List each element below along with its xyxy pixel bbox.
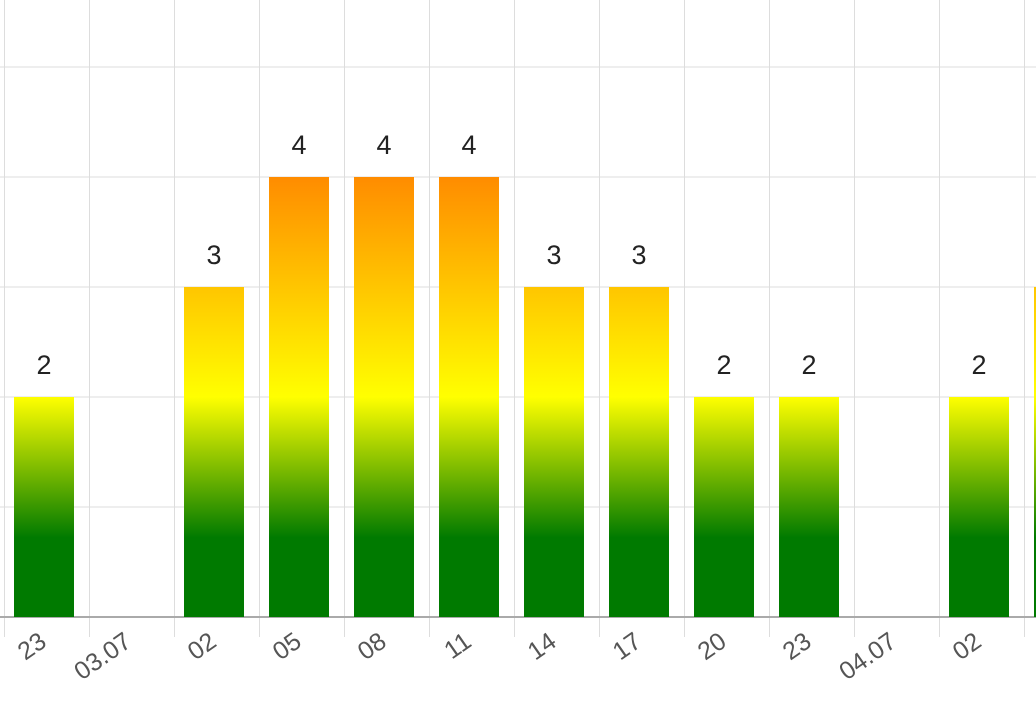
value-label: 2 bbox=[716, 350, 731, 380]
value-label: 4 bbox=[291, 130, 306, 160]
value-label: 2 bbox=[801, 350, 816, 380]
x-tick-label: 23 bbox=[778, 627, 817, 666]
value-label: 3 bbox=[206, 240, 221, 270]
value-label: 4 bbox=[461, 130, 476, 160]
bar bbox=[184, 287, 244, 617]
x-tick-label: 02 bbox=[183, 627, 222, 666]
value-label: 4 bbox=[376, 130, 391, 160]
bar bbox=[609, 287, 669, 617]
x-tick-label: 04.07 bbox=[834, 627, 901, 686]
bar bbox=[354, 177, 414, 617]
x-tick-label: 11 bbox=[439, 627, 476, 665]
bar bbox=[694, 397, 754, 617]
bar bbox=[269, 177, 329, 617]
x-tick-label: 14 bbox=[523, 627, 562, 666]
x-tick-label: 20 bbox=[693, 627, 732, 666]
x-tick-label: 03.07 bbox=[69, 627, 136, 686]
bar bbox=[524, 287, 584, 617]
value-label: 3 bbox=[631, 240, 646, 270]
x-tick-label: 17 bbox=[608, 627, 647, 666]
x-tick-label: 05 bbox=[1033, 627, 1036, 666]
bar bbox=[14, 397, 74, 617]
x-tick-label: 08 bbox=[353, 627, 392, 666]
value-label: 3 bbox=[546, 240, 561, 270]
bar bbox=[1034, 287, 1036, 617]
value-label: 2 bbox=[971, 350, 986, 380]
bar bbox=[779, 397, 839, 617]
x-tick-label: 23 bbox=[13, 627, 52, 666]
bar bbox=[439, 177, 499, 617]
x-tick-label: 02 bbox=[948, 627, 987, 666]
value-label: 2 bbox=[36, 350, 51, 380]
x-tick-label: 05 bbox=[268, 627, 307, 666]
bar bbox=[949, 397, 1009, 617]
